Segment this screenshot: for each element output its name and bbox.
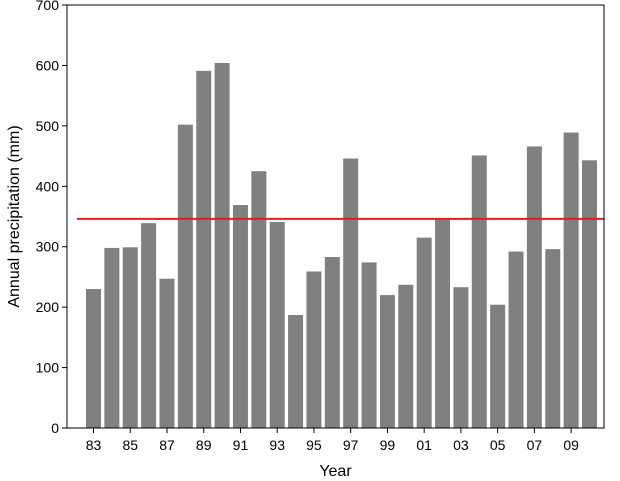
x-tick-label-1999: 99 [380, 437, 396, 453]
x-tick-label-2003: 03 [453, 437, 469, 453]
x-tick-label-2001: 01 [416, 437, 432, 453]
bar-1994 [288, 314, 304, 428]
bar-1999 [379, 295, 395, 428]
y-tick-label-400: 400 [36, 178, 60, 194]
x-axis: 83 85 87 89 91 93 95 97 99 01 03 05 07 09 [86, 428, 579, 453]
y-tick-label-200: 200 [36, 299, 60, 315]
x-axis-title: Year [319, 463, 352, 480]
x-tick-label-1991: 91 [233, 437, 249, 453]
bar-1987 [159, 278, 175, 428]
x-tick-label-1983: 83 [86, 437, 102, 453]
bar-2005 [490, 304, 506, 428]
bar-2007 [526, 146, 542, 428]
bar-2002 [435, 218, 451, 428]
bar-2003 [453, 287, 469, 428]
bar-1995 [306, 271, 322, 428]
bars-group [86, 63, 597, 429]
x-tick-label-2009: 09 [563, 437, 579, 453]
y-tick-label-600: 600 [36, 57, 60, 73]
y-tick-label-300: 300 [36, 239, 60, 255]
y-tick-label-700: 700 [36, 0, 60, 13]
bar-1984 [104, 247, 120, 428]
bar-1986 [141, 223, 157, 428]
bar-1997 [343, 158, 359, 428]
y-axis-title: Annual precipitation (mm) [6, 125, 23, 307]
bar-2008 [545, 249, 561, 428]
y-tick-label-0: 0 [51, 420, 59, 436]
bar-1985 [122, 247, 138, 428]
bar-2004 [471, 155, 487, 428]
x-tick-label-1997: 97 [343, 437, 359, 453]
bar-1993 [269, 221, 285, 428]
bar-2000 [398, 284, 414, 428]
bar-2010 [582, 160, 597, 428]
bar-1983 [86, 289, 101, 428]
x-tick-label-1987: 87 [159, 437, 175, 453]
x-tick-label-1989: 89 [196, 437, 212, 453]
plot-frame [66, 4, 605, 429]
x-tick-label-2005: 05 [490, 437, 506, 453]
bar-2001 [416, 237, 432, 428]
x-tick-label-1985: 85 [122, 437, 138, 453]
bar-2009 [563, 132, 579, 429]
bar-1988 [177, 124, 193, 429]
x-tick-label-2007: 07 [527, 437, 543, 453]
y-tick-label-500: 500 [36, 118, 60, 134]
bar-2006 [508, 251, 524, 428]
x-tick-label-1995: 95 [306, 437, 322, 453]
y-tick-label-100: 100 [36, 360, 60, 376]
x-tick-label-1993: 93 [269, 437, 285, 453]
bar-1990 [214, 63, 230, 429]
bar-1998 [361, 262, 377, 428]
bar-1989 [196, 70, 212, 429]
bar-1996 [324, 256, 340, 428]
y-axis: 0 100 200 300 400 500 600 700 [36, 0, 67, 436]
bar-1991 [232, 205, 248, 428]
bar-1992 [251, 171, 267, 428]
